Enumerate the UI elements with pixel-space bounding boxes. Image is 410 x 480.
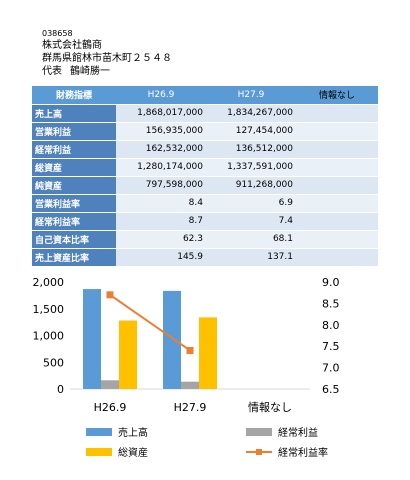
row-value-h26: 8.7 [116, 212, 206, 231]
company-name: 株式会社鶴商 [42, 40, 102, 51]
table-row: 自己資本比率 62.3 68.1 [32, 230, 378, 249]
right-axis-tick-label: 8.0 [322, 319, 340, 332]
row-value-na [296, 158, 378, 177]
row-value-h27: 127,454,000 [206, 122, 296, 141]
bar-総資産 [199, 317, 217, 389]
row-value-na [296, 104, 378, 123]
row-value-h27: 137.1 [206, 248, 296, 267]
legend-swatch [86, 428, 112, 436]
row-value-na [296, 212, 378, 231]
table-row: 売上高 1,868,017,000 1,834,267,000 [32, 104, 378, 123]
row-value-h26: 62.3 [116, 230, 206, 249]
table-row: 営業利益率 8.4 6.9 [32, 194, 378, 213]
legend-label: 総資産 [118, 446, 148, 459]
row-value-na [296, 194, 378, 213]
row-label: 経常利益 [32, 140, 116, 159]
row-label: 営業利益率 [32, 194, 116, 213]
table-row: 総資産 1,280,174,000 1,337,591,000 [32, 158, 378, 177]
representative-title: 代表 [42, 66, 62, 77]
table-header-cell: H27.9 [206, 86, 296, 105]
row-value-h26: 8.4 [116, 194, 206, 213]
row-value-h27: 1,337,591,000 [206, 158, 296, 177]
x-tick-label: 情報なし [248, 401, 292, 414]
financial-chart: 0 500 1,000 1,500 2,000 6.5 7.0 7.5 8.0 8.5 9.0 H… [33, 276, 340, 459]
row-value-h27: 7.4 [206, 212, 296, 231]
right-axis-tick-label: 6.5 [322, 383, 340, 396]
row-value-h27: 136,512,000 [206, 140, 296, 159]
table-header-cell: H26.9 [116, 86, 206, 105]
right-axis-tick-label: 8.5 [322, 297, 340, 310]
representative-name: 鶴崎勝一 [70, 66, 110, 77]
table-header-cell: 情報なし [296, 86, 378, 105]
legend-label: 売上高 [118, 426, 148, 439]
row-value-h26: 145.9 [116, 248, 206, 267]
left-axis-tick-label: 2,000 [33, 276, 65, 289]
row-label: 純資産 [32, 176, 116, 195]
table-row: 売上資産比率 145.9 137.1 [32, 248, 378, 267]
left-axis-tick-label: 500 [43, 356, 64, 369]
left-axis-tick-label: 1,000 [33, 330, 65, 343]
row-value-h27: 911,268,000 [206, 176, 296, 195]
table-header-cell: 財務指標 [32, 86, 116, 105]
row-value-h27: 1,834,267,000 [206, 104, 296, 123]
row-label: 売上資産比率 [32, 248, 116, 267]
row-label: 総資産 [32, 158, 116, 177]
line-経常利益率 [109, 294, 191, 352]
legend-swatch [86, 448, 112, 456]
row-value-na [296, 248, 378, 267]
bar-売上高 [163, 290, 181, 389]
table-row: 純資産 797,598,000 911,268,000 [32, 176, 378, 195]
row-label: 自己資本比率 [32, 230, 116, 249]
company-address: 群馬県館林市苗木町２５４８ [42, 53, 172, 64]
row-value-h26: 1,280,174,000 [116, 158, 206, 177]
row-value-h26: 156,935,000 [116, 122, 206, 141]
line-point-経常利益率 [186, 346, 194, 354]
legend-label: 経常利益 [278, 426, 318, 439]
line-series [106, 291, 194, 354]
row-value-na [296, 230, 378, 249]
row-value-na [296, 140, 378, 159]
table-row: 営業利益 156,935,000 127,454,000 [32, 122, 378, 141]
x-tick-label: H27.9 [174, 401, 207, 414]
left-axis-tick-label: 1,500 [33, 303, 65, 316]
bar-総資産 [119, 320, 137, 389]
financial-table: 財務指標 H26.9 H27.9 情報なし 売上高 1,868,017,000 1,… [32, 86, 378, 267]
x-axis: H26.9 H27.9 情報なし [94, 401, 292, 414]
row-value-h27: 68.1 [206, 230, 296, 249]
right-axis-tick-label: 9.0 [322, 276, 340, 289]
row-value-h26: 162,532,000 [116, 140, 206, 159]
row-value-na [296, 176, 378, 195]
bar-series [83, 289, 217, 389]
left-axis-tick-label: 0 [57, 383, 64, 396]
line-point-経常利益率 [106, 291, 114, 299]
row-value-na [296, 122, 378, 141]
bar-経常利益 [181, 381, 199, 389]
left-y-axis: 0 500 1,000 1,500 2,000 [33, 276, 310, 396]
company-code: 038658 [42, 29, 73, 38]
table-row: 経常利益 162,532,000 136,512,000 [32, 140, 378, 159]
bar-売上高 [83, 289, 101, 389]
legend-swatch [246, 428, 272, 436]
legend-marker [256, 449, 262, 455]
row-label: 営業利益 [32, 122, 116, 141]
row-value-h27: 6.9 [206, 194, 296, 213]
x-tick-label: H26.9 [94, 401, 127, 414]
legend-label: 経常利益率 [278, 446, 328, 459]
right-y-axis: 6.5 7.0 7.5 8.0 8.5 9.0 [322, 276, 340, 396]
right-axis-tick-label: 7.0 [322, 362, 340, 375]
table-row: 経常利益率 8.7 7.4 [32, 212, 378, 231]
table-header-row: 財務指標 H26.9 H27.9 情報なし [32, 86, 378, 105]
representative: 代表 鶴崎勝一 [42, 65, 172, 78]
company-header: 038658 株式会社鶴商 群馬県館林市苗木町２５４８ 代表 鶴崎勝一 [42, 28, 172, 78]
row-label: 売上高 [32, 104, 116, 123]
row-label: 経常利益率 [32, 212, 116, 231]
row-value-h26: 797,598,000 [116, 176, 206, 195]
right-axis-tick-label: 7.5 [322, 340, 340, 353]
row-value-h26: 1,868,017,000 [116, 104, 206, 123]
bar-経常利益 [101, 380, 119, 389]
